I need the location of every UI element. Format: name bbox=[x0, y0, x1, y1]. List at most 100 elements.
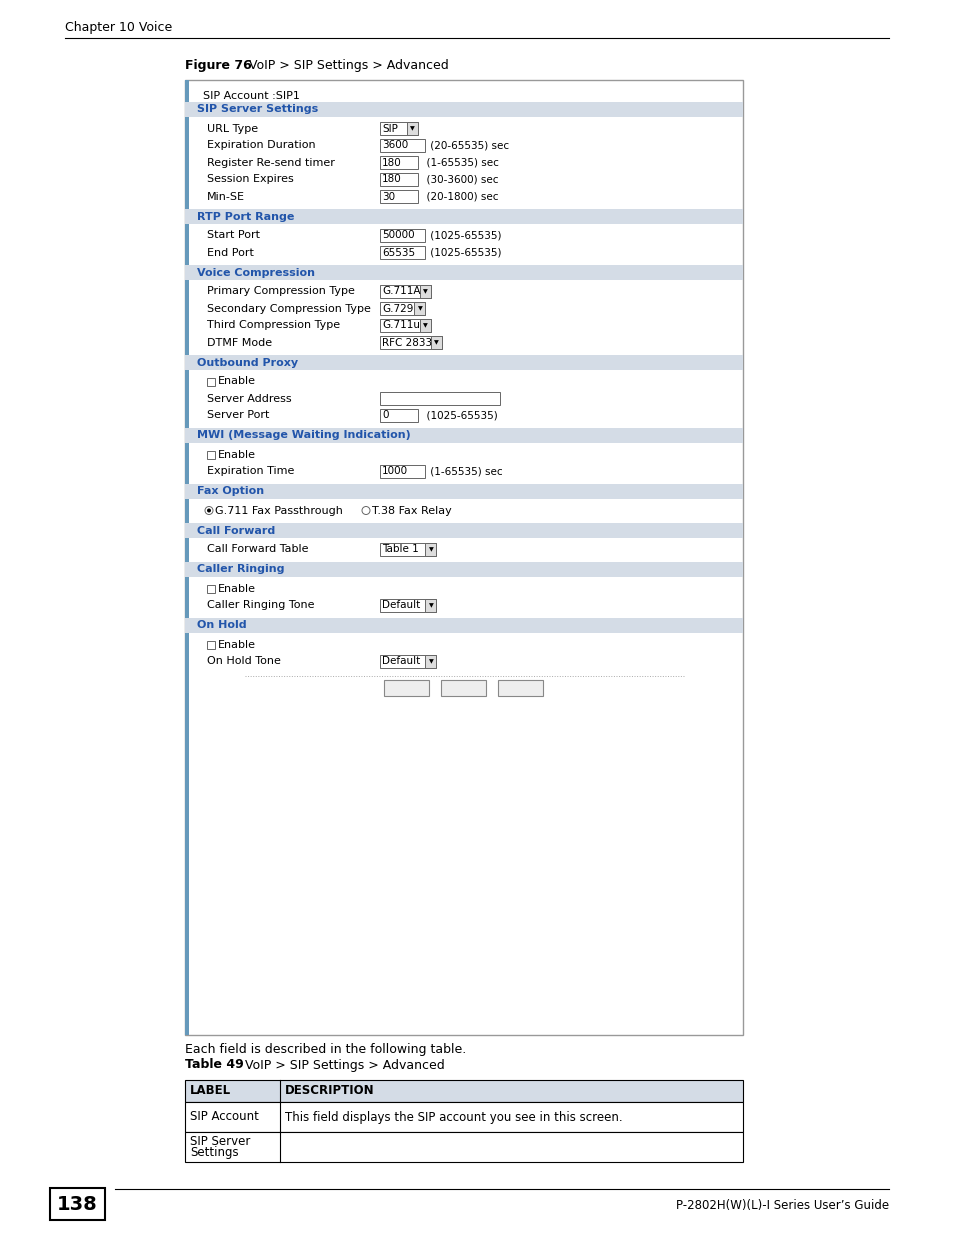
Text: Back: Back bbox=[393, 683, 420, 693]
Text: ▼: ▼ bbox=[428, 659, 433, 664]
Text: End Port: End Port bbox=[207, 247, 253, 258]
Text: SIP Account :SIP1: SIP Account :SIP1 bbox=[203, 91, 299, 101]
Bar bbox=[425, 599, 436, 613]
Bar bbox=[207, 641, 214, 648]
Bar bbox=[419, 319, 431, 332]
Text: DTMF Mode: DTMF Mode bbox=[207, 337, 272, 347]
Text: Third Compression Type: Third Compression Type bbox=[207, 321, 340, 331]
Text: VoIP > SIP Settings > Advanced: VoIP > SIP Settings > Advanced bbox=[233, 1058, 444, 1072]
Text: Enable: Enable bbox=[218, 640, 255, 650]
Text: 138: 138 bbox=[56, 1194, 97, 1214]
Text: (1025-65535): (1025-65535) bbox=[419, 410, 497, 420]
Bar bbox=[379, 319, 431, 332]
Text: DESCRIPTION: DESCRIPTION bbox=[285, 1084, 375, 1098]
Text: 1000: 1000 bbox=[381, 467, 408, 477]
Text: ▼: ▼ bbox=[434, 340, 438, 345]
Bar bbox=[414, 303, 425, 315]
Bar bbox=[207, 451, 214, 458]
Bar bbox=[441, 680, 486, 697]
Text: (20-1800) sec: (20-1800) sec bbox=[419, 191, 498, 201]
Text: 50000: 50000 bbox=[381, 231, 415, 241]
Bar bbox=[185, 80, 742, 1035]
Text: T.38 Fax Relay: T.38 Fax Relay bbox=[372, 505, 452, 515]
Text: On Hold: On Hold bbox=[196, 620, 247, 631]
Bar bbox=[379, 246, 424, 259]
Text: (1-65535) sec: (1-65535) sec bbox=[419, 158, 498, 168]
Text: Caller Ringing: Caller Ringing bbox=[196, 564, 284, 574]
Bar bbox=[185, 103, 742, 117]
Text: RFC 2833: RFC 2833 bbox=[381, 337, 432, 347]
Text: Each field is described in the following table.: Each field is described in the following… bbox=[185, 1044, 466, 1056]
Text: P-2802H(W)(L)-I Series User’s Guide: P-2802H(W)(L)-I Series User’s Guide bbox=[675, 1198, 888, 1212]
Text: URL Type: URL Type bbox=[207, 124, 258, 133]
Bar bbox=[207, 584, 214, 593]
Text: Start Port: Start Port bbox=[207, 231, 260, 241]
Bar bbox=[185, 484, 742, 499]
Bar bbox=[185, 618, 742, 634]
Text: Chapter 10 Voice: Chapter 10 Voice bbox=[65, 21, 172, 35]
Text: Table 1: Table 1 bbox=[381, 545, 418, 555]
Text: Expiration Time: Expiration Time bbox=[207, 467, 294, 477]
Bar bbox=[185, 1079, 742, 1102]
Text: LABEL: LABEL bbox=[190, 1084, 231, 1098]
Text: (1025-65535): (1025-65535) bbox=[427, 231, 501, 241]
Bar bbox=[185, 80, 189, 1035]
Text: Apply: Apply bbox=[448, 683, 479, 693]
Circle shape bbox=[205, 506, 213, 515]
Bar bbox=[379, 391, 499, 405]
Text: SIP Server Settings: SIP Server Settings bbox=[196, 105, 318, 115]
Bar bbox=[185, 1132, 742, 1162]
Text: Caller Ringing Tone: Caller Ringing Tone bbox=[207, 600, 314, 610]
Text: (1-65535) sec: (1-65535) sec bbox=[427, 467, 502, 477]
Text: 180: 180 bbox=[381, 158, 401, 168]
Text: Settings: Settings bbox=[190, 1146, 238, 1158]
Text: G.711A: G.711A bbox=[381, 287, 420, 296]
Text: ▼: ▼ bbox=[423, 289, 428, 294]
Text: This field displays the SIP account you see in this screen.: This field displays the SIP account you … bbox=[285, 1110, 622, 1124]
Bar bbox=[379, 285, 431, 298]
Bar bbox=[379, 140, 424, 152]
Text: Outbound Proxy: Outbound Proxy bbox=[196, 357, 297, 368]
Text: Enable: Enable bbox=[218, 377, 255, 387]
Text: Enable: Enable bbox=[218, 450, 255, 459]
Text: MWI (Message Waiting Indication): MWI (Message Waiting Indication) bbox=[196, 431, 411, 441]
Text: Fax Option: Fax Option bbox=[196, 487, 264, 496]
Text: SIP Account: SIP Account bbox=[190, 1110, 258, 1124]
Bar bbox=[185, 1102, 742, 1132]
Text: ▼: ▼ bbox=[417, 306, 422, 311]
Text: (30-3600) sec: (30-3600) sec bbox=[419, 174, 498, 184]
Text: Enable: Enable bbox=[218, 583, 255, 594]
Bar bbox=[185, 522, 742, 538]
Text: 3600: 3600 bbox=[381, 141, 408, 151]
Text: SIP Server: SIP Server bbox=[190, 1135, 250, 1149]
Text: Figure 76: Figure 76 bbox=[185, 58, 252, 72]
Text: (1025-65535): (1025-65535) bbox=[427, 247, 501, 258]
Circle shape bbox=[361, 506, 370, 515]
Bar bbox=[425, 543, 436, 556]
Bar bbox=[185, 266, 742, 280]
Text: Default: Default bbox=[381, 657, 420, 667]
Text: ▼: ▼ bbox=[410, 126, 415, 131]
Bar bbox=[379, 173, 417, 186]
Text: ▼: ▼ bbox=[428, 603, 433, 608]
Text: Table 49: Table 49 bbox=[185, 1058, 244, 1072]
Text: 65535: 65535 bbox=[381, 247, 415, 258]
Bar bbox=[50, 1188, 105, 1220]
Bar bbox=[379, 655, 436, 668]
Text: Primary Compression Type: Primary Compression Type bbox=[207, 287, 355, 296]
Text: 30: 30 bbox=[381, 191, 395, 201]
Bar bbox=[185, 354, 742, 370]
Bar bbox=[185, 429, 742, 443]
Text: Voice Compression: Voice Compression bbox=[196, 268, 314, 278]
Text: On Hold Tone: On Hold Tone bbox=[207, 657, 280, 667]
Bar bbox=[379, 336, 441, 350]
Text: 0: 0 bbox=[381, 410, 388, 420]
Bar bbox=[185, 562, 742, 577]
Text: Server Port: Server Port bbox=[207, 410, 269, 420]
Text: VoIP > SIP Settings > Advanced: VoIP > SIP Settings > Advanced bbox=[236, 58, 448, 72]
Bar bbox=[379, 303, 425, 315]
Text: ▼: ▼ bbox=[423, 324, 428, 329]
Bar bbox=[498, 680, 543, 697]
Text: RTP Port Range: RTP Port Range bbox=[196, 211, 294, 221]
Text: Default: Default bbox=[381, 600, 420, 610]
